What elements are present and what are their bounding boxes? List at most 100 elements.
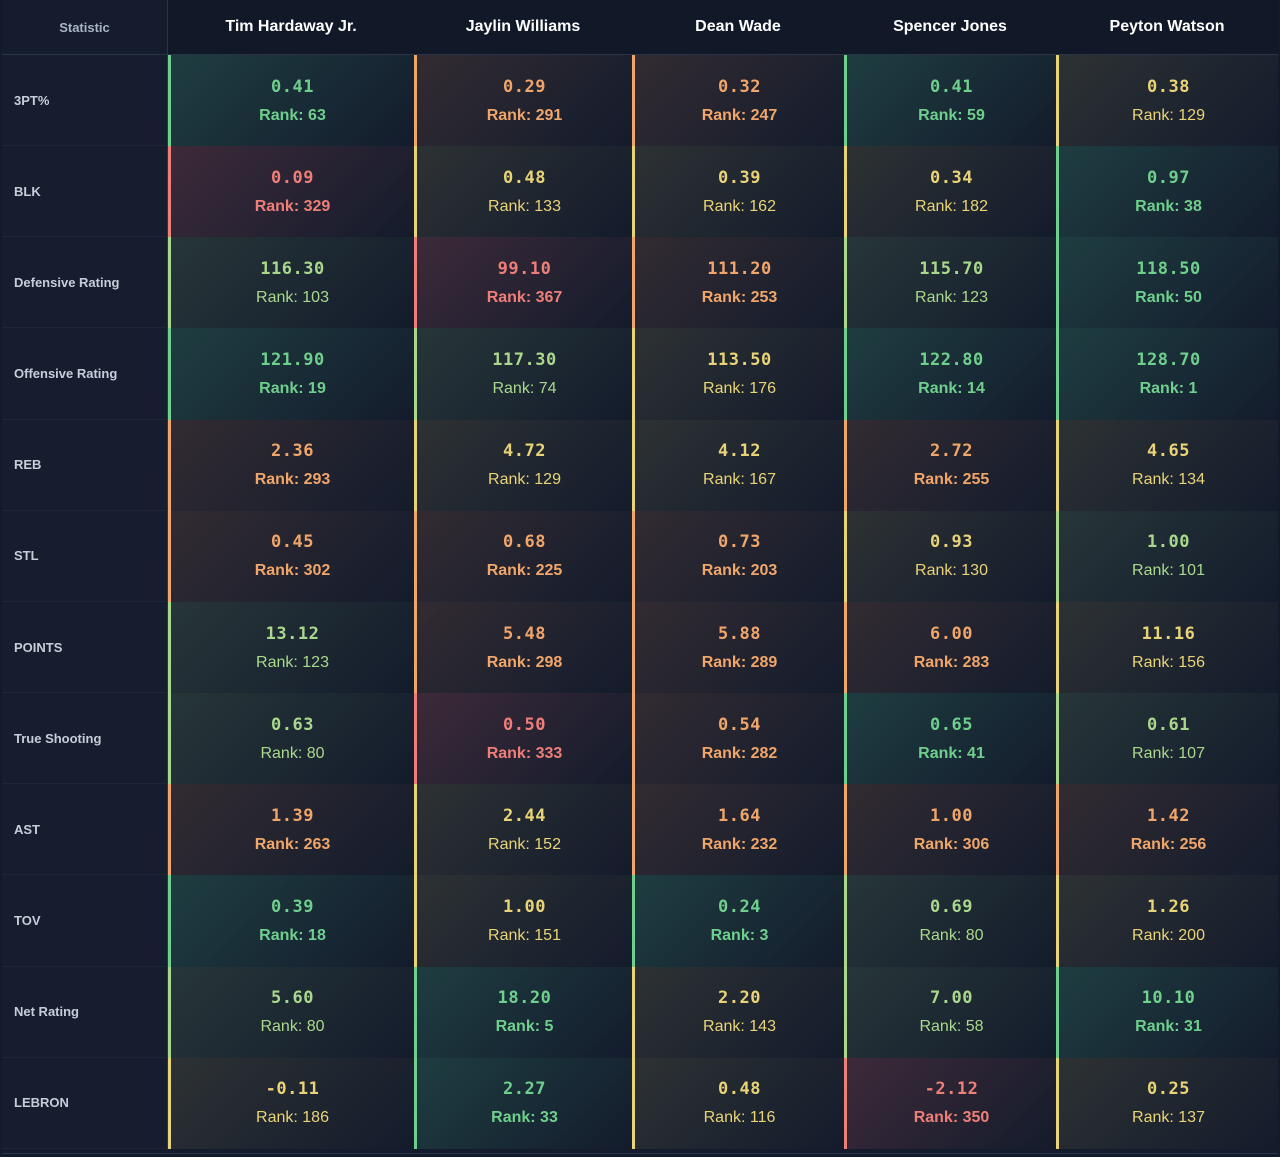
stat-cell: 0.09 Rank: 329	[168, 146, 414, 238]
stat-value: 0.69	[930, 896, 973, 917]
stat-value: 115.70	[919, 258, 984, 279]
player-header-1[interactable]: Tim Hardaway Jr.	[168, 0, 414, 55]
stat-value: 4.65	[1147, 441, 1190, 462]
stat-rank: Rank: 133	[488, 197, 561, 215]
stat-value: 0.93	[930, 532, 973, 553]
stat-cell: 0.39 Rank: 162	[632, 146, 844, 238]
stat-rank: Rank: 80	[919, 926, 984, 944]
stat-value: 13.12	[265, 623, 320, 644]
stat-cell: -2.12 Rank: 350	[844, 1057, 1056, 1149]
stat-cell: 0.69 Rank: 80	[844, 875, 1056, 967]
stat-rank: Rank: 306	[913, 835, 990, 853]
stat-rank: Rank: 103	[256, 288, 329, 306]
stat-rank: Rank: 293	[254, 471, 331, 489]
stat-value: 121.90	[260, 350, 325, 371]
stat-rank: Rank: 151	[488, 926, 561, 944]
stat-rank: Rank: 107	[1132, 744, 1205, 762]
stat-value: 1.26	[1147, 896, 1190, 917]
stat-value: 5.88	[718, 623, 761, 644]
stat-rank: Rank: 19	[259, 380, 326, 398]
stat-value: 0.45	[271, 532, 314, 553]
stat-row-label: AST	[2, 784, 168, 876]
stat-rank: Rank: 5	[495, 1018, 554, 1036]
stat-rank: Rank: 329	[254, 197, 331, 215]
stat-value: 122.80	[919, 350, 984, 371]
stat-cell: 2.36 Rank: 293	[168, 419, 414, 511]
stat-cell: 0.48 Rank: 116	[632, 1057, 844, 1149]
stat-rank: Rank: 63	[259, 106, 326, 124]
player-header-2[interactable]: Jaylin Williams	[414, 0, 632, 55]
stat-value: 2.20	[718, 988, 761, 1009]
stat-rank: Rank: 33	[491, 1109, 558, 1127]
stat-value: 0.41	[271, 76, 314, 97]
stat-rank: Rank: 263	[254, 835, 331, 853]
stat-value: 0.50	[503, 714, 546, 735]
stat-value: 4.72	[503, 441, 546, 462]
stat-value: 2.44	[503, 805, 546, 826]
stat-rank: Rank: 41	[918, 744, 985, 762]
stat-row-label: REB	[2, 419, 168, 511]
stat-value: -2.12	[924, 1079, 979, 1100]
player-header-5[interactable]: Peyton Watson	[1056, 0, 1278, 55]
stat-cell: 11.16 Rank: 156	[1056, 601, 1278, 694]
stat-value: 116.30	[260, 258, 325, 279]
stat-rank: Rank: 302	[254, 562, 331, 580]
stat-value: 7.00	[930, 988, 973, 1009]
stat-rank: Rank: 123	[915, 288, 988, 306]
player-header-3[interactable]: Dean Wade	[632, 0, 844, 55]
stat-rank: Rank: 130	[915, 562, 988, 580]
stat-value: 99.10	[497, 258, 552, 279]
stat-rank: Rank: 162	[703, 197, 776, 215]
stat-value: 0.48	[503, 167, 546, 188]
stat-value: 2.36	[271, 441, 314, 462]
stat-row-label: True Shooting	[2, 693, 168, 785]
stat-value: 1.00	[503, 896, 546, 917]
stat-cell: 1.39 Rank: 263	[168, 784, 414, 876]
stat-cell: 7.00 Rank: 58	[844, 966, 1056, 1058]
stat-value: 0.65	[930, 714, 973, 735]
stat-row-label: 3PT%	[2, 55, 168, 147]
stat-value: 117.30	[492, 350, 557, 371]
player-header-4[interactable]: Spencer Jones	[844, 0, 1056, 55]
stat-row-label: BLK	[2, 146, 168, 238]
stat-cell: 0.97 Rank: 38	[1056, 146, 1278, 238]
stat-rank: Rank: 38	[1135, 197, 1202, 215]
stat-cell: 5.60 Rank: 80	[168, 966, 414, 1058]
stat-value: 2.27	[503, 1079, 546, 1100]
stat-value: 1.00	[1147, 532, 1190, 553]
stat-row-label: Defensive Rating	[2, 237, 168, 329]
stat-cell: 0.68 Rank: 225	[414, 510, 632, 602]
stat-value: 2.72	[930, 441, 973, 462]
stat-value: 113.50	[707, 350, 772, 371]
stat-rank: Rank: 186	[256, 1109, 329, 1127]
stat-cell: 5.48 Rank: 298	[414, 601, 632, 694]
stat-cell: 5.88 Rank: 289	[632, 601, 844, 694]
stat-value: 0.63	[271, 714, 314, 735]
stat-value: 1.39	[271, 805, 314, 826]
stat-cell: 122.80 Rank: 14	[844, 328, 1056, 420]
stat-rank: Rank: 134	[1132, 471, 1205, 489]
stat-cell: 1.00 Rank: 306	[844, 784, 1056, 876]
stat-cell: 0.73 Rank: 203	[632, 510, 844, 602]
stat-cell: 0.65 Rank: 41	[844, 693, 1056, 785]
stat-cell: 128.70 Rank: 1	[1056, 328, 1278, 420]
stat-rank: Rank: 333	[486, 744, 563, 762]
stat-rank: Rank: 256	[1130, 835, 1207, 853]
stat-cell: 0.61 Rank: 107	[1056, 693, 1278, 785]
stat-rank: Rank: 176	[703, 380, 776, 398]
stat-cell: 6.00 Rank: 283	[844, 601, 1056, 694]
stat-row-label: POINTS	[2, 601, 168, 694]
stat-rank: Rank: 200	[1132, 926, 1205, 944]
stat-cell: 4.72 Rank: 129	[414, 419, 632, 511]
stat-cell: 0.29 Rank: 291	[414, 55, 632, 147]
stat-rank: Rank: 253	[701, 288, 778, 306]
stat-cell: 1.42 Rank: 256	[1056, 784, 1278, 876]
stat-value: 0.29	[503, 76, 546, 97]
stat-value: 18.20	[497, 988, 552, 1009]
stat-rank: Rank: 282	[701, 744, 778, 762]
stat-cell: 2.44 Rank: 152	[414, 784, 632, 876]
stat-value: 128.70	[1136, 350, 1201, 371]
stat-rank: Rank: 80	[260, 744, 325, 762]
stat-cell: 0.38 Rank: 129	[1056, 55, 1278, 147]
